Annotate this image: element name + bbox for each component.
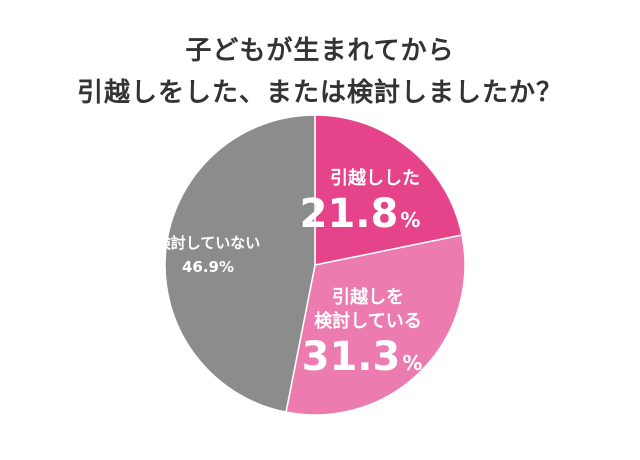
slice-value-moved: 21.8% xyxy=(300,191,421,237)
slice-label-moved: 引越しした xyxy=(330,167,420,189)
pie-slice-not-considered xyxy=(164,114,316,414)
slice-label-considering-line-2: 検討している xyxy=(314,310,421,332)
chart-title-line-1: 子どもが生まれてから xyxy=(185,36,455,66)
pie-slice-considering xyxy=(285,234,466,416)
pie-slice-moved xyxy=(314,114,463,266)
chart-title-line-2: 引越しをした、または検討しましたか？ xyxy=(76,78,563,108)
slice-value-not-considered: 46.9% xyxy=(182,258,234,276)
slice-value-considering: 31.3% xyxy=(302,334,423,380)
slice-label-not-considered: 検討していない xyxy=(156,234,261,252)
slice-label-considering-line-1: 引越しを xyxy=(332,286,404,308)
